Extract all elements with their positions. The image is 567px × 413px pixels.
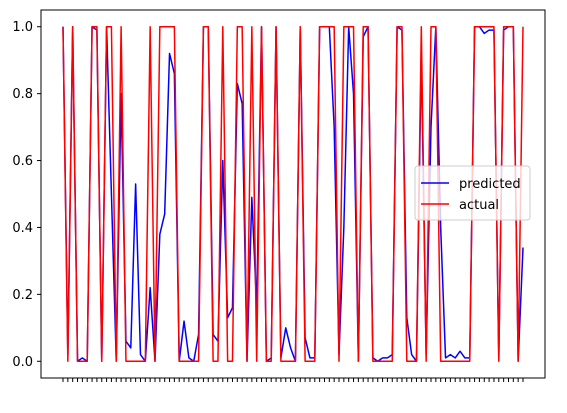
legend-box xyxy=(414,165,531,221)
series-line-actual xyxy=(62,25,524,363)
series-line-predicted xyxy=(62,25,524,363)
ytick-label: 0.8 xyxy=(12,87,33,102)
y-axis-ticks: 0.0 0.2 0.4 0.6 0.8 1.0 xyxy=(12,20,41,370)
ytick-label: 0.2 xyxy=(12,288,33,303)
ytick-label: 1.0 xyxy=(12,20,33,35)
series-lines xyxy=(62,25,524,363)
plot-frame xyxy=(40,9,546,379)
ytick-label: 0.4 xyxy=(12,221,33,236)
legend-label-predicted: predicted xyxy=(459,177,521,192)
legend-label-actual: actual xyxy=(459,198,499,213)
legend: predicted actual xyxy=(414,165,531,221)
ytick-label: 0.6 xyxy=(12,154,33,169)
x-axis-ticks xyxy=(62,378,524,382)
ytick-label: 0.0 xyxy=(12,355,33,370)
